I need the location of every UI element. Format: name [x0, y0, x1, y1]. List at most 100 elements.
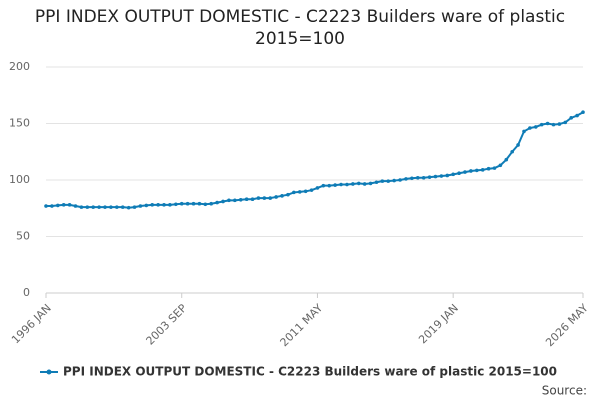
point — [292, 190, 296, 195]
point — [56, 203, 60, 208]
point — [380, 179, 385, 183]
y-tick-label: 0 — [23, 286, 30, 299]
point — [174, 202, 178, 207]
point — [91, 205, 96, 209]
point — [345, 182, 349, 187]
point — [522, 129, 526, 134]
point — [474, 168, 479, 173]
point — [439, 174, 444, 178]
point — [221, 199, 225, 204]
point — [398, 178, 402, 182]
point — [480, 168, 485, 172]
point — [73, 204, 78, 208]
point — [185, 201, 190, 206]
point — [162, 203, 166, 207]
point — [168, 203, 172, 207]
point — [315, 186, 320, 190]
point — [374, 180, 379, 185]
chart-title: PPI INDEX OUTPUT DOMESTIC - C2223 Builde… — [34, 7, 566, 49]
point — [498, 163, 503, 168]
point — [510, 149, 514, 154]
point — [303, 189, 308, 194]
point — [233, 198, 237, 203]
y-tick-label: 150 — [9, 117, 30, 130]
point — [138, 204, 143, 208]
x-tick-label: 1996 JAN — [9, 302, 54, 347]
source: Source: — [542, 384, 587, 398]
point — [351, 182, 355, 186]
point — [44, 204, 48, 208]
point — [209, 201, 214, 206]
point — [280, 194, 284, 198]
point — [256, 196, 261, 200]
point — [427, 175, 432, 179]
point — [404, 177, 408, 181]
legend-marker — [46, 369, 52, 375]
point — [504, 157, 509, 162]
point — [321, 183, 326, 188]
point — [109, 205, 113, 209]
point — [115, 205, 119, 209]
point — [368, 181, 373, 186]
point — [203, 202, 208, 207]
point — [457, 171, 461, 176]
point — [410, 176, 414, 181]
point — [309, 188, 314, 192]
point — [126, 205, 131, 210]
x-tick-label: 2026 MAY — [543, 301, 591, 349]
point — [85, 205, 90, 209]
point — [244, 197, 249, 202]
legend-label: PPI INDEX OUTPUT DOMESTIC - C2223 Builde… — [63, 365, 557, 379]
point — [97, 205, 101, 209]
point — [557, 122, 562, 126]
point — [67, 203, 72, 207]
point — [333, 183, 337, 187]
point — [356, 181, 361, 186]
x-tick-label: 2011 MAY — [278, 301, 326, 349]
point — [463, 170, 467, 174]
point — [451, 172, 455, 177]
point — [156, 203, 160, 207]
point — [150, 203, 155, 207]
point — [191, 201, 196, 206]
point — [262, 196, 267, 200]
point — [286, 192, 290, 197]
point — [103, 205, 107, 209]
point — [445, 173, 450, 178]
point — [144, 203, 149, 208]
point — [545, 121, 550, 126]
point — [268, 196, 273, 200]
point — [179, 201, 184, 206]
point — [551, 122, 556, 127]
point — [386, 179, 391, 183]
point — [339, 182, 343, 187]
point — [421, 175, 426, 180]
point — [492, 166, 497, 170]
point — [297, 190, 302, 194]
point — [79, 205, 84, 209]
series-line — [46, 111, 584, 209]
point — [362, 182, 367, 186]
point — [433, 174, 438, 179]
point — [238, 197, 243, 202]
point — [197, 201, 202, 206]
x-tick-label: 2003 SEP — [143, 301, 189, 347]
point — [516, 143, 520, 147]
point — [227, 198, 231, 203]
point — [215, 200, 219, 205]
point — [533, 125, 538, 129]
y-tick-label: 100 — [9, 173, 30, 186]
point — [61, 203, 66, 207]
point — [581, 110, 585, 114]
point — [486, 166, 491, 171]
point — [575, 113, 579, 118]
point — [539, 122, 544, 127]
point — [415, 175, 420, 180]
point — [250, 197, 255, 202]
y-tick-label: 200 — [9, 60, 30, 73]
x-tick-label: 2019 JAN — [416, 302, 461, 347]
point — [469, 169, 473, 173]
point — [569, 116, 573, 120]
